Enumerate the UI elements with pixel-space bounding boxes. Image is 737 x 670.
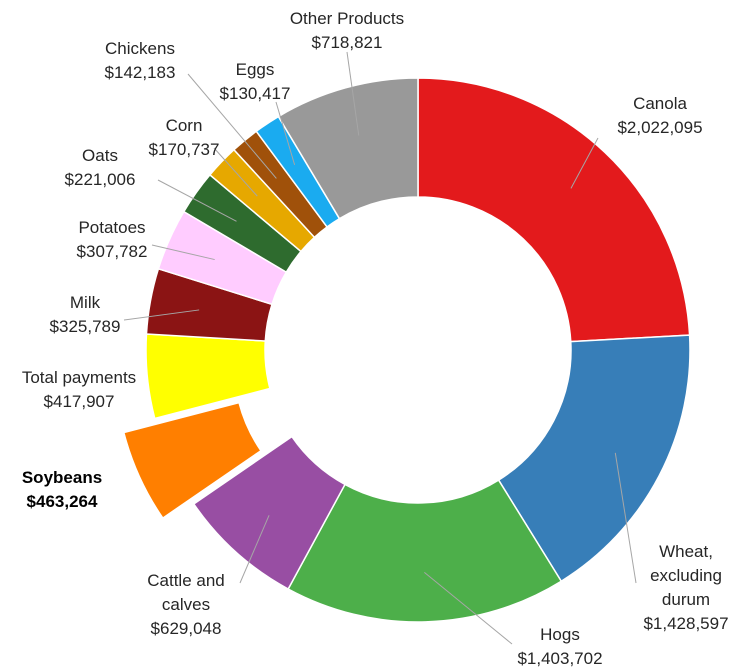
slice-wheat-excluding-durum — [497, 334, 691, 583]
label-soybeans: Soybeans $463,264 — [22, 468, 102, 511]
label-value: $325,789 — [50, 317, 121, 336]
label-value: $1,403,702 — [517, 649, 602, 668]
label-milk: Milk $325,789 — [50, 293, 121, 336]
leader-milk — [123, 309, 200, 321]
label-potatoes: Potatoes $307,782 — [77, 218, 148, 261]
label-value: $130,417 — [220, 84, 291, 103]
slice-other-products — [277, 77, 419, 220]
label-name: Chickens — [105, 39, 175, 58]
leader-canola — [570, 137, 599, 189]
slice-soybeans — [122, 401, 262, 520]
label-name: durum — [662, 590, 710, 609]
label-name: excluding — [650, 566, 722, 585]
label-hogs: Hogs $1,403,702 — [517, 625, 602, 668]
label-name: Cattle and — [147, 571, 225, 590]
label-name: Eggs — [236, 60, 275, 79]
slice-total-payments — [145, 333, 271, 420]
label-name: Canola — [633, 94, 687, 113]
label-name: Potatoes — [78, 218, 145, 237]
leader-eggs — [275, 101, 296, 165]
label-total-payments: Total payments $417,907 — [22, 368, 136, 411]
label-name: calves — [162, 595, 210, 614]
chart-slices — [122, 77, 691, 623]
leader-oats — [157, 179, 237, 222]
label-eggs: Eggs $130,417 — [220, 60, 291, 103]
label-value: $221,006 — [65, 170, 136, 189]
label-value: $629,048 — [151, 619, 222, 638]
label-name: Hogs — [540, 625, 580, 644]
label-value: $170,737 — [149, 140, 220, 159]
label-canola: Canola $2,022,095 — [617, 94, 702, 137]
label-value: $1,428,597 — [643, 614, 728, 633]
leader-potatoes — [151, 244, 215, 261]
label-other-products: Other Products $718,821 — [290, 9, 404, 52]
slice-hogs — [287, 479, 563, 623]
label-value: $142,183 — [105, 63, 176, 82]
slice-cattle-and-calves — [192, 435, 346, 591]
leader-chickens — [187, 73, 277, 179]
chart-labels: Canola $2,022,095 Wheat, excluding durum $1,4… — [22, 9, 729, 668]
label-name: Corn — [166, 116, 203, 135]
leader-other-products — [346, 51, 360, 136]
label-name: Oats — [82, 146, 118, 165]
leader-hogs — [424, 572, 513, 645]
leader-wheat-excluding-durum — [614, 452, 637, 584]
label-value: $2,022,095 — [617, 118, 702, 137]
chart-leader-lines — [123, 51, 637, 645]
label-name: Milk — [70, 293, 101, 312]
leader-corn — [213, 147, 258, 197]
leader-cattle-and-calves — [239, 515, 270, 584]
label-cattle-and-calves: Cattle and calves $629,048 — [147, 571, 225, 638]
label-value: $718,821 — [312, 33, 383, 52]
label-name: Wheat, — [659, 542, 713, 561]
label-value: $417,907 — [44, 392, 115, 411]
label-chickens: Chickens $142,183 — [105, 39, 176, 82]
label-oats: Oats $221,006 — [65, 146, 136, 189]
label-value: $307,782 — [77, 242, 148, 261]
label-value: $463,264 — [27, 492, 98, 511]
label-name: Total payments — [22, 368, 136, 387]
label-corn: Corn $170,737 — [149, 116, 220, 159]
label-name: Other Products — [290, 9, 404, 28]
label-wheat-excluding-durum: Wheat, excluding durum $1,428,597 — [643, 542, 728, 633]
label-name: Soybeans — [22, 468, 102, 487]
slice-canola — [417, 77, 691, 343]
